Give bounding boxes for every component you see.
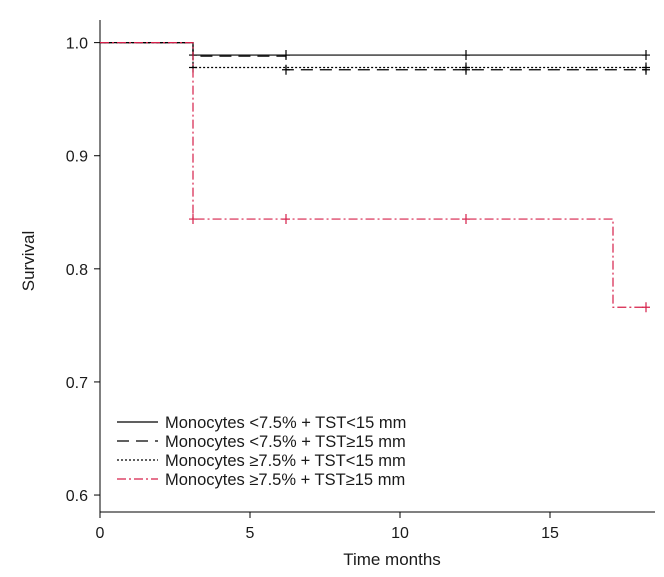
x-tick-label: 5 <box>246 525 255 542</box>
censor-mark-1 <box>462 50 470 61</box>
x-tick-label: 15 <box>541 525 559 542</box>
x-tick-label: 10 <box>391 525 409 542</box>
censor-mark-1 <box>642 50 650 61</box>
x-tick-label: 0 <box>96 525 105 542</box>
series-line-1 <box>100 42 646 56</box>
series-line-2 <box>100 42 646 71</box>
censor-mark-4 <box>462 214 470 225</box>
legend-label-1: Monocytes <7.5% + TST<15 mm <box>165 414 406 432</box>
legend-label-4: Monocytes ≥7.5% + TST≥15 mm <box>165 471 405 489</box>
censor-mark-4 <box>642 302 650 313</box>
censor-mark-4 <box>282 214 290 225</box>
censor-mark-3 <box>462 62 470 73</box>
y-axis-label: Survival <box>19 231 38 291</box>
y-tick-label: 0.6 <box>66 488 88 505</box>
legend-label-3: Monocytes ≥7.5% + TST<15 mm <box>165 452 406 470</box>
x-axis-label: Time months <box>343 550 441 569</box>
legend-label-2: Monocytes <7.5% + TST≥15 mm <box>165 433 406 451</box>
y-tick-label: 0.7 <box>66 375 88 392</box>
censor-mark-3 <box>642 62 650 73</box>
y-tick-label: 0.9 <box>66 149 88 166</box>
y-tick-label: 1.0 <box>66 36 88 53</box>
axes: 0.6 0.7 0.8 0.9 1.0 0 5 10 15 <box>66 20 655 542</box>
censor-mark-4 <box>189 214 197 225</box>
series-line-4 <box>100 42 646 308</box>
censor-mark-2 <box>282 64 290 75</box>
y-tick-label: 0.8 <box>66 262 88 279</box>
series-layer <box>100 42 650 313</box>
